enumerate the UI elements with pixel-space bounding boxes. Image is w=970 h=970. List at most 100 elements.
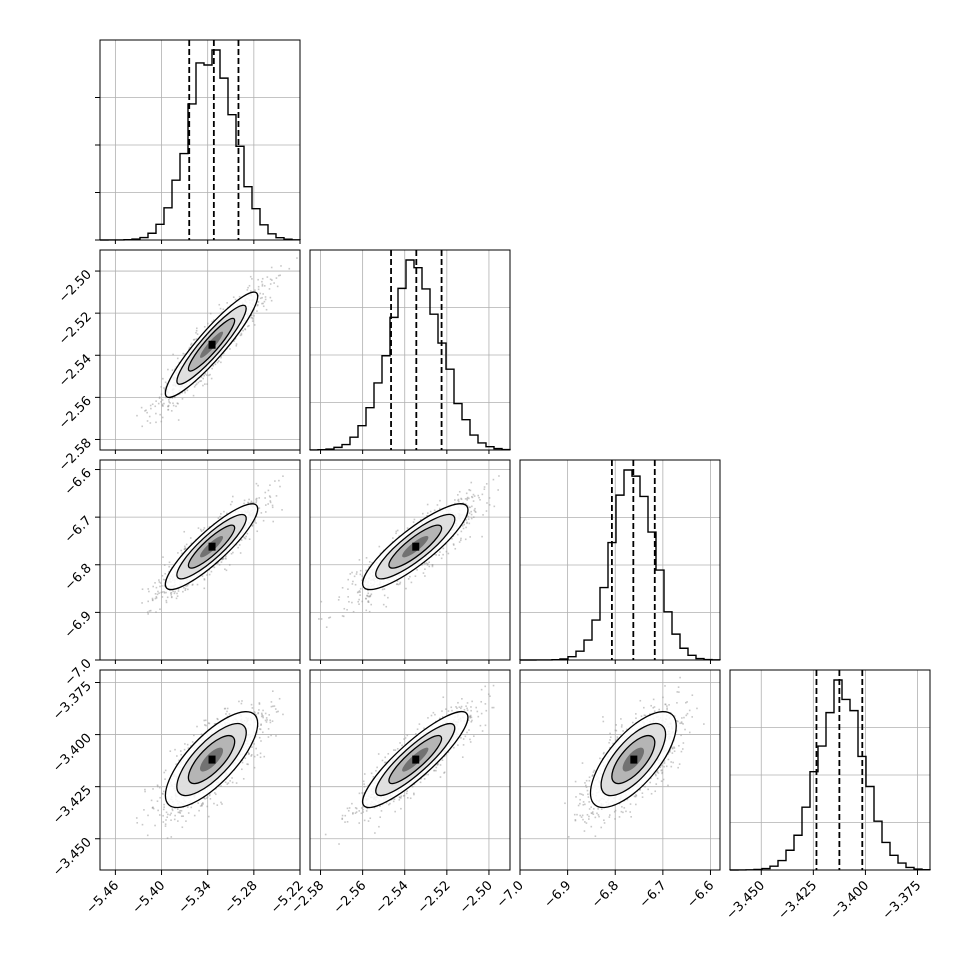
- sample-point: [214, 363, 217, 366]
- sample-point: [265, 308, 268, 311]
- sample-point: [202, 802, 204, 804]
- sample-point: [273, 705, 276, 707]
- sample-point: [460, 497, 462, 500]
- sample-point: [203, 578, 206, 581]
- sample-point: [421, 564, 423, 566]
- sample-point: [270, 266, 273, 269]
- sample-point: [172, 353, 174, 356]
- sample-point: [250, 314, 253, 316]
- sample-point: [246, 289, 249, 291]
- sample-point: [179, 750, 182, 752]
- sample-point: [277, 274, 280, 277]
- sample-point: [468, 497, 470, 500]
- panel-frame: [99, 249, 301, 451]
- x-tick-label: −5.34: [176, 878, 215, 917]
- sample-point: [262, 305, 265, 308]
- sample-point: [396, 583, 399, 585]
- sample-point: [156, 800, 159, 803]
- sample-point: [253, 314, 255, 317]
- sample-point: [200, 530, 203, 532]
- sample-point: [246, 325, 249, 328]
- sample-point: [412, 521, 415, 523]
- sample-point: [458, 541, 461, 543]
- y-tick-label: −3.450: [50, 835, 95, 880]
- sample-point: [274, 480, 276, 482]
- sample-point: [208, 793, 211, 795]
- sample-point: [470, 513, 473, 516]
- sample-point: [328, 617, 330, 619]
- x-tick-label: −5.46: [83, 878, 122, 917]
- sample-point: [426, 503, 429, 506]
- panel-frame: [99, 669, 301, 871]
- sample-point: [183, 548, 186, 551]
- sample-point: [296, 257, 298, 259]
- y-tick-label: −6.9: [62, 609, 95, 642]
- sample-point: [189, 537, 192, 539]
- sample-point: [233, 340, 236, 342]
- sample-point: [197, 381, 200, 384]
- y-tick-label: −2.52: [56, 309, 95, 348]
- sample-point: [217, 718, 219, 721]
- sample-point: [488, 504, 491, 506]
- sample-point: [261, 302, 263, 305]
- sample-point: [478, 496, 480, 499]
- sample-point: [186, 584, 189, 587]
- sample-point: [318, 618, 320, 620]
- sample-point: [146, 411, 148, 414]
- y-tick-label: −3.425: [50, 783, 95, 828]
- sample-point: [196, 583, 199, 586]
- sample-point: [428, 565, 431, 568]
- sample-point: [177, 811, 180, 814]
- sample-point: [206, 322, 209, 325]
- sample-point: [245, 535, 247, 538]
- sample-point: [155, 597, 158, 599]
- sample-point: [154, 824, 156, 827]
- sample-point: [424, 562, 426, 565]
- sample-point: [276, 285, 279, 288]
- sample-point: [160, 591, 163, 594]
- sample-point: [440, 557, 443, 560]
- sample-point: [141, 425, 144, 428]
- sample-point: [259, 292, 262, 295]
- sample-point: [447, 552, 450, 555]
- y-tick-label: −6.7: [62, 513, 95, 546]
- sample-point: [223, 510, 225, 513]
- sample-point: [281, 509, 283, 511]
- sample-point: [426, 563, 429, 565]
- sample-point: [213, 802, 215, 805]
- sample-point: [226, 710, 228, 713]
- sample-point: [234, 338, 237, 340]
- sample-point: [466, 504, 469, 507]
- sample-point: [244, 757, 247, 760]
- sample-point: [159, 585, 161, 588]
- sample-point: [172, 404, 175, 407]
- sample-point: [216, 361, 219, 364]
- sample-point: [264, 511, 267, 513]
- sample-point: [178, 393, 181, 395]
- sample-point: [157, 590, 159, 593]
- sample-point: [488, 497, 491, 499]
- sample-point: [167, 405, 170, 408]
- sample-point: [207, 722, 210, 724]
- sample-point: [395, 530, 398, 533]
- sample-point: [244, 328, 246, 330]
- sample-point: [252, 501, 254, 504]
- sample-point: [183, 390, 186, 392]
- sample-point: [352, 610, 355, 613]
- sample-point: [237, 546, 239, 549]
- sample-point: [212, 364, 215, 367]
- sample-point: [356, 571, 358, 573]
- sample-point: [208, 815, 210, 818]
- sample-point: [431, 564, 434, 566]
- sample-point: [347, 588, 349, 590]
- sample-point: [250, 290, 252, 292]
- sample-point: [141, 823, 144, 826]
- sample-point: [190, 745, 192, 747]
- sample-point: [262, 716, 264, 719]
- sample-point: [469, 506, 472, 509]
- sample-point: [367, 600, 370, 602]
- sample-point: [229, 780, 231, 782]
- sample-point: [382, 603, 385, 606]
- sample-point: [260, 723, 262, 726]
